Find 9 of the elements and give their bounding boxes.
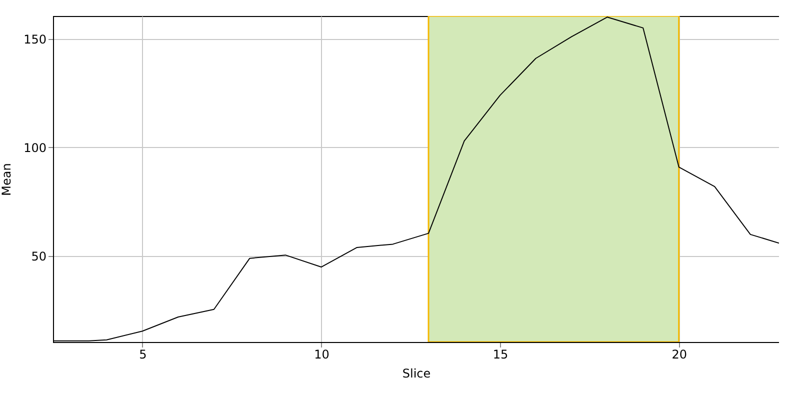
y-axis-title: Mean	[0, 163, 14, 196]
x-axis-title: Slice	[402, 366, 431, 380]
x-tick-label: 15	[492, 348, 508, 362]
x-tick-label: 20	[672, 348, 688, 362]
y-tick-label: 100	[24, 140, 46, 155]
x-tick-label: 5	[139, 348, 147, 362]
y-tick-label: 50	[31, 250, 46, 264]
x-tick-label: 10	[314, 348, 330, 362]
y-tick-label: 150	[24, 32, 46, 46]
